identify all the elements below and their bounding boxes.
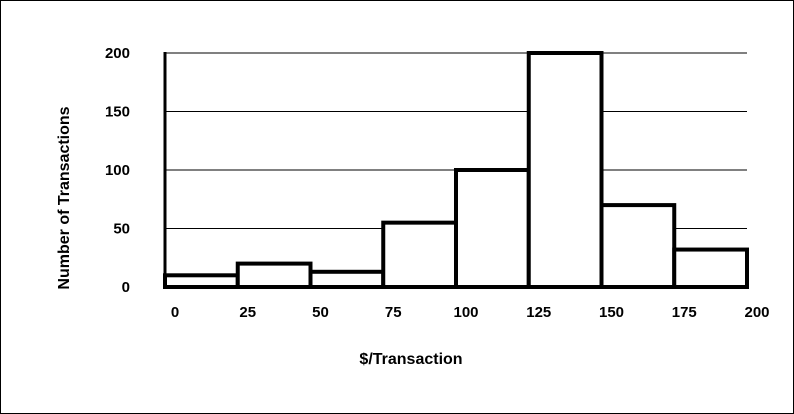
bar-175-200 xyxy=(672,247,749,289)
y-tick-label-150: 150 xyxy=(105,104,130,121)
y-tick-labels: 0 50 100 150 200 xyxy=(105,45,130,296)
y-axis-title: Number of Transactions xyxy=(56,106,73,289)
bar-0-25 xyxy=(163,273,240,289)
bars xyxy=(163,51,749,290)
bar-25-50 xyxy=(235,261,313,290)
y-tick-label-50: 50 xyxy=(113,221,130,238)
x-tick-label-0: 0 xyxy=(171,304,179,321)
bar-100-125 xyxy=(454,168,531,289)
x-tick-label-100: 100 xyxy=(453,304,478,321)
y-tick-label-0: 0 xyxy=(122,279,130,296)
x-tick-label-150: 150 xyxy=(599,304,624,321)
y-tick-label-100: 100 xyxy=(105,162,130,179)
x-tick-label-175: 175 xyxy=(672,304,697,321)
y-tick-label-200: 200 xyxy=(105,45,130,62)
bar-75-100 xyxy=(381,220,458,289)
x-tick-label-125: 125 xyxy=(526,304,551,321)
bar-50-75 xyxy=(308,269,386,290)
axes xyxy=(163,52,747,289)
x-tick-labels: 0 25 50 75 100 125 150 175 200 xyxy=(171,304,770,321)
x-tick-label-200: 200 xyxy=(744,304,769,321)
x-tick-label-25: 25 xyxy=(239,304,256,321)
x-tick-label-75: 75 xyxy=(385,304,402,321)
bar-150-175 xyxy=(599,203,677,290)
x-tick-label-50: 50 xyxy=(312,304,329,321)
bar-125-150 xyxy=(526,51,604,289)
x-axis-title: $/Transaction xyxy=(359,351,462,368)
